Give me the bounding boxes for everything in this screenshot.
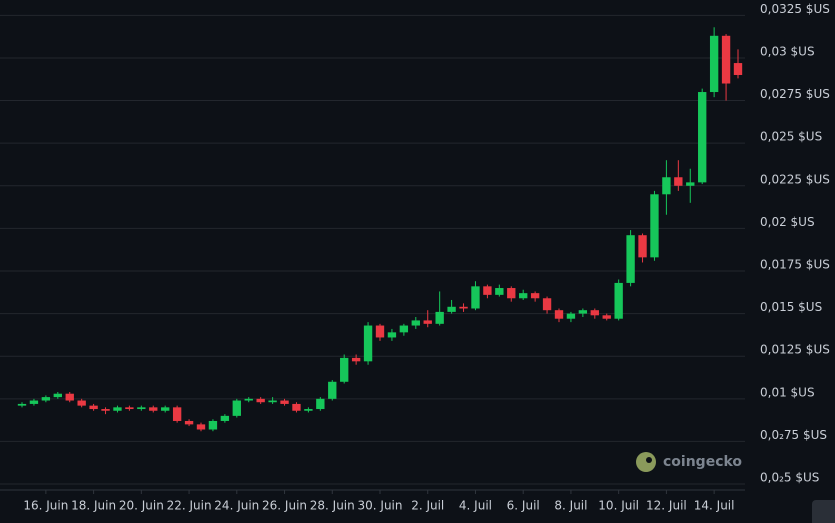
candle-body	[65, 393, 74, 401]
corner-button[interactable]	[812, 500, 835, 523]
candle-body	[113, 407, 122, 411]
x-tick-label: 12. Juil	[646, 499, 687, 513]
candle-body	[41, 397, 51, 401]
x-tick-label: 8. Juil	[554, 499, 587, 513]
candle-body	[519, 293, 528, 299]
candle-body	[638, 235, 647, 258]
candle-body	[161, 407, 170, 411]
candle-body	[363, 325, 373, 362]
x-tick-label: 28. Juin	[310, 499, 355, 513]
candle-body	[29, 400, 39, 404]
candle-body	[387, 332, 397, 338]
candle-body	[507, 288, 516, 299]
candle-body	[399, 325, 409, 333]
candle-body	[530, 293, 540, 299]
candle-body	[459, 306, 468, 309]
candle-body	[53, 393, 62, 398]
y-tick-label: 0,03 $US	[760, 44, 815, 58]
watermark-logo-eye	[646, 457, 652, 463]
candle-body	[280, 400, 289, 404]
candle-body	[614, 282, 623, 319]
x-tick-label: 2. Juil	[411, 499, 444, 513]
candle-body	[125, 407, 134, 410]
candle-body	[566, 313, 576, 319]
candle-body	[733, 63, 743, 75]
y-tick-label: 0,015 $US	[760, 300, 822, 314]
x-tick-label: 30. Juin	[358, 499, 403, 513]
x-tick-label: 10. Juil	[598, 499, 639, 513]
candle-body	[542, 298, 552, 311]
x-tick-label: 14. Juil	[694, 499, 735, 513]
x-tick-label: 4. Juil	[459, 499, 492, 513]
candle-body	[423, 320, 432, 324]
candle-body	[149, 407, 158, 411]
candle-body	[471, 286, 480, 309]
y-tick-label: 0,0225 $US	[760, 172, 830, 186]
candle-body	[208, 420, 218, 430]
candle-body	[686, 182, 695, 186]
candle-body	[698, 92, 707, 183]
y-tick-label: 0,0₂75 $US	[760, 428, 827, 442]
x-tick-label: 16. Juin	[23, 499, 68, 513]
y-tick-label: 0,0125 $US	[760, 343, 830, 357]
candle-body	[578, 310, 588, 314]
candle-body	[77, 400, 86, 406]
candle-body	[650, 194, 659, 258]
candle-body	[626, 235, 635, 283]
candle-body	[351, 357, 361, 362]
candle-body	[590, 310, 599, 316]
candle-body	[316, 398, 325, 410]
x-tick-label: 6. Juil	[507, 499, 540, 513]
candle-body	[709, 35, 719, 93]
candle-body	[662, 177, 671, 195]
candle-body	[674, 177, 683, 186]
y-tick-label: 0,0275 $US	[760, 87, 830, 101]
candle-body	[602, 315, 611, 319]
x-tick-label: 22. Juin	[167, 499, 212, 513]
candle-body	[495, 288, 504, 295]
candle-body	[304, 409, 313, 411]
candle-body	[17, 403, 27, 406]
candle-body	[483, 286, 492, 295]
candle-body	[220, 415, 230, 421]
candle-body	[328, 381, 337, 399]
y-tick-label: 0,01 $US	[760, 385, 815, 399]
candle-body	[232, 400, 241, 416]
y-tick-label: 0,0₂5 $US	[760, 471, 819, 485]
candle-body	[184, 420, 194, 425]
watermark: coingecko	[636, 452, 742, 472]
candle-body	[268, 400, 277, 403]
candle-body	[435, 311, 444, 324]
candle-body	[196, 424, 206, 430]
y-tick-label: 0,0175 $US	[760, 257, 830, 271]
y-tick-label: 0,02 $US	[760, 215, 815, 229]
candle-body	[447, 306, 456, 312]
watermark-text: coingecko	[663, 454, 742, 470]
candle-body	[89, 405, 98, 410]
candle-body	[256, 398, 265, 403]
candle-body	[721, 35, 731, 84]
candle-body	[340, 357, 349, 382]
candle-body	[101, 409, 110, 411]
x-tick-label: 20. Juin	[119, 499, 164, 513]
y-tick-label: 0,0325 $US	[760, 2, 830, 16]
candle-body	[292, 403, 301, 411]
x-tick-label: 26. Juin	[262, 499, 307, 513]
candle-body	[244, 398, 253, 401]
watermark-logo	[636, 452, 656, 472]
x-tick-label: 24. Juin	[214, 499, 259, 513]
candle-body	[375, 325, 385, 338]
y-tick-label: 0,025 $US	[760, 130, 822, 144]
x-tick-label: 18. Juin	[71, 499, 116, 513]
candle-body	[137, 407, 146, 410]
candle-body	[554, 310, 564, 319]
candle-body	[172, 407, 182, 421]
candle-body	[411, 320, 420, 326]
